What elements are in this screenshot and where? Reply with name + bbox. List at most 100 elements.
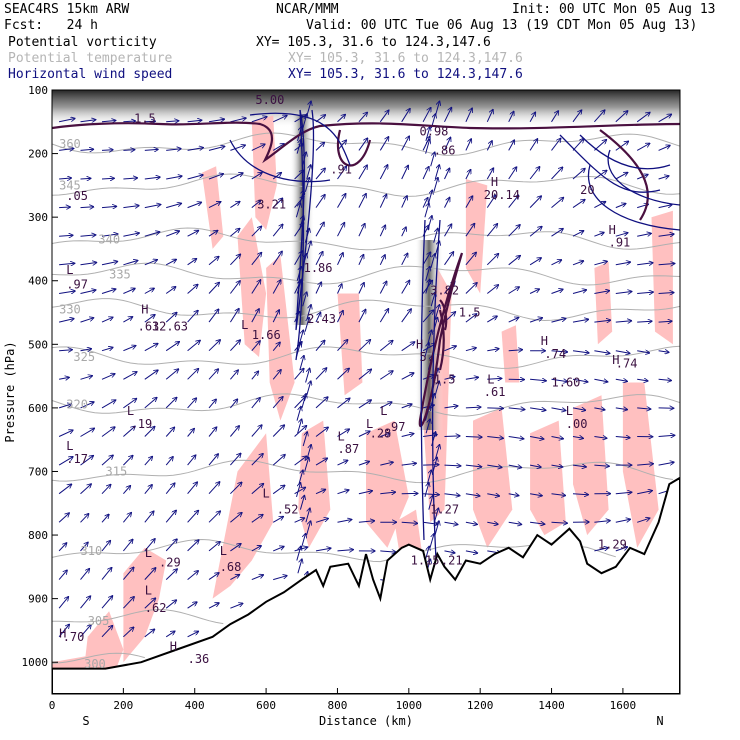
wind-vector	[551, 379, 568, 381]
pv-contour-label: .61	[484, 385, 506, 399]
pv-contour-label: 1.5	[434, 372, 456, 386]
wind-vector	[272, 280, 281, 294]
wind-vector	[230, 399, 237, 409]
pv-contour-label: .70	[63, 630, 85, 644]
wind-vector	[251, 341, 260, 352]
wind-vector	[315, 427, 328, 437]
wind-vector	[572, 351, 589, 353]
wind-vector	[59, 235, 73, 236]
field-xy-pv: XY= 105.3, 31.6 to 124.3,147.6	[256, 35, 491, 50]
wind-vector	[594, 408, 604, 410]
wind-vector	[299, 356, 304, 370]
wind-vector	[637, 351, 649, 353]
wind-vector	[296, 547, 301, 561]
wind-vector	[658, 379, 672, 380]
wind-vector	[80, 625, 92, 638]
high-low-marker: H	[141, 302, 148, 316]
pv-contour-label: .87	[338, 442, 360, 456]
wind-vector	[508, 318, 519, 323]
pv-contour	[439, 299, 448, 331]
wind-vector	[432, 458, 437, 472]
wind-vector	[425, 140, 430, 154]
theta-contour-label: 300	[84, 657, 106, 671]
wind-vector	[615, 292, 632, 294]
wind-vector	[230, 118, 246, 123]
high-low-marker: H	[609, 223, 616, 237]
wind-vector	[358, 340, 370, 352]
wind-vector	[187, 631, 199, 638]
wind-vector	[80, 318, 94, 323]
wind-vector	[444, 465, 461, 466]
wind-vector	[251, 226, 262, 237]
wind-vector	[294, 426, 307, 437]
wind-speed-contour	[295, 109, 305, 361]
wind-vector	[58, 484, 71, 495]
wind-vector	[637, 233, 651, 237]
shaded-region	[501, 325, 520, 383]
wind-vector	[530, 408, 545, 410]
wind-vector	[508, 350, 523, 351]
wind-vector	[358, 255, 364, 266]
wind-vector	[508, 225, 520, 237]
high-low-marker: H	[416, 337, 423, 351]
wind-vector	[208, 573, 219, 581]
wind-vector	[379, 281, 386, 294]
wind-vector	[208, 340, 220, 352]
wind-vector	[594, 465, 609, 466]
field-xy-wind: XY= 105.3, 31.6 to 124.3,147.6	[288, 67, 523, 82]
pv-contour-label: 1.27	[430, 503, 459, 517]
pv-contour-label: .00	[566, 417, 588, 431]
wind-vector	[486, 168, 493, 180]
wind-vector	[251, 144, 265, 151]
wind-vector	[572, 437, 583, 439]
wind-vector	[80, 514, 89, 523]
wind-vector	[594, 437, 606, 439]
pv-contour-label: 1.86	[304, 261, 333, 275]
wind-vector	[487, 437, 503, 439]
wind-vector	[401, 404, 412, 409]
wind-vector	[165, 569, 177, 580]
wind-vector	[144, 232, 160, 237]
field-xy-theta: XY= 105.3, 31.6 to 124.3,147.6	[288, 51, 523, 66]
shaded-region	[366, 420, 409, 548]
north-label: N	[656, 714, 663, 728]
wind-vector	[251, 117, 267, 123]
wind-vector	[358, 224, 365, 237]
wind-vector	[294, 369, 304, 380]
y-axis: 100 200 300 400 500 600 700 800 900 1000	[22, 84, 58, 669]
wind-vector	[401, 342, 415, 352]
wind-vector	[251, 546, 261, 552]
high-low-marker: H	[170, 639, 177, 653]
wind-vector	[444, 551, 455, 553]
wind-vector	[230, 145, 245, 151]
wind-vector	[508, 437, 524, 439]
shaded-region	[651, 210, 673, 345]
wind-vector	[358, 491, 372, 495]
wind-vector	[315, 115, 325, 123]
y-tick-label: 1000	[22, 656, 49, 669]
wind-vector	[551, 167, 563, 180]
shaded-region	[573, 395, 609, 536]
wind-vector	[444, 168, 450, 180]
wind-vector	[615, 141, 629, 151]
wind-vector	[380, 492, 395, 494]
wind-vector	[166, 231, 179, 237]
wind-vector	[299, 496, 304, 510]
theta-contour	[52, 298, 680, 322]
wind-vector	[80, 376, 93, 380]
theta-contour-label: 330	[59, 302, 81, 316]
wind-vector	[337, 311, 344, 323]
high-low-marker: H	[491, 175, 498, 189]
wind-vector	[58, 543, 66, 552]
wind-vector	[530, 522, 544, 524]
theta-contour	[52, 608, 224, 625]
theta-contour-label: 305	[88, 614, 110, 628]
wind-vector	[444, 138, 451, 151]
wind-vector	[658, 205, 672, 208]
wind-vector	[273, 547, 284, 552]
wind-vector	[425, 280, 430, 294]
y-tick-label: 100	[28, 84, 48, 97]
wind-vector	[424, 483, 429, 498]
wind-vector	[401, 463, 416, 465]
wind-vector	[58, 597, 68, 609]
